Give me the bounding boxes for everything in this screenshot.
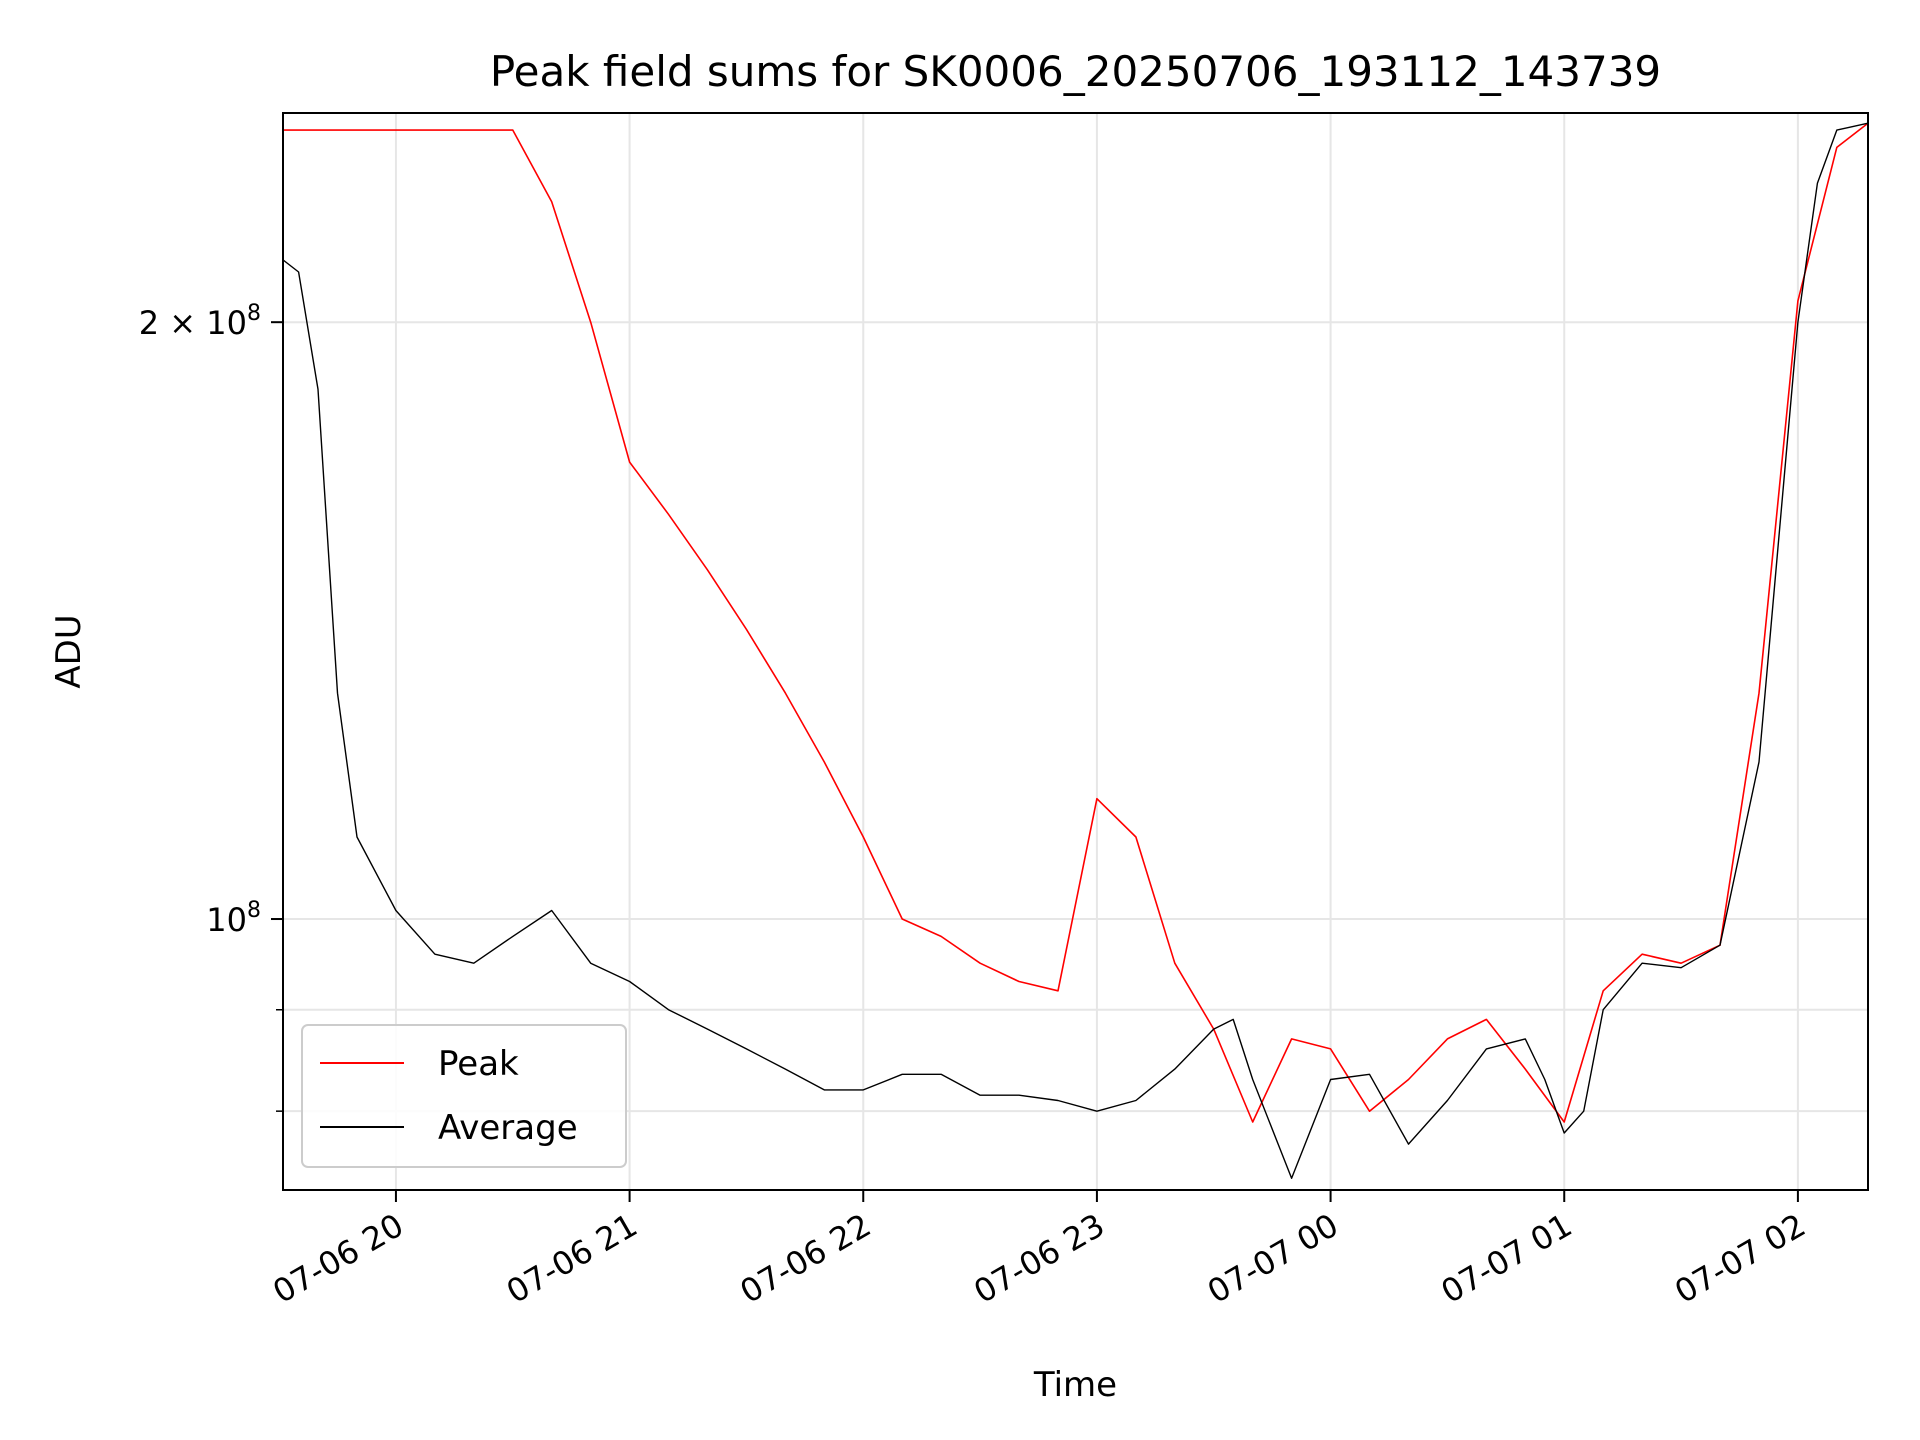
x-tick-label: 07-06 21	[500, 1206, 644, 1311]
y-tick-label: 108	[206, 898, 261, 939]
plot-frame	[282, 112, 1869, 1191]
series-line-peak	[283, 122, 1868, 1123]
series-line-average	[283, 122, 1868, 1180]
grid	[283, 113, 1868, 1190]
x-tick-label: 07-06 22	[734, 1206, 878, 1311]
x-tick-label: 07-07 02	[1668, 1206, 1812, 1311]
x-tick-label: 07-06 20	[266, 1206, 410, 1311]
legend-box	[301, 1024, 627, 1168]
x-tick-label: 07-07 01	[1435, 1206, 1579, 1311]
y-axis-label: ADU	[49, 614, 89, 688]
y-tick-label: 2 × 108	[139, 301, 261, 342]
legend: Peak Average	[301, 1024, 627, 1168]
legend-label-peak: Peak	[438, 1044, 519, 1084]
x-axis-label: Time	[1033, 1365, 1117, 1405]
legend-label-average: Average	[438, 1108, 578, 1148]
chart-title: Peak field sums for SK0006_20250706_1931…	[490, 47, 1661, 96]
x-tick-label: 07-06 23	[967, 1206, 1111, 1311]
x-tick-label: 07-07 00	[1201, 1206, 1345, 1311]
series-layer	[283, 122, 1868, 1180]
